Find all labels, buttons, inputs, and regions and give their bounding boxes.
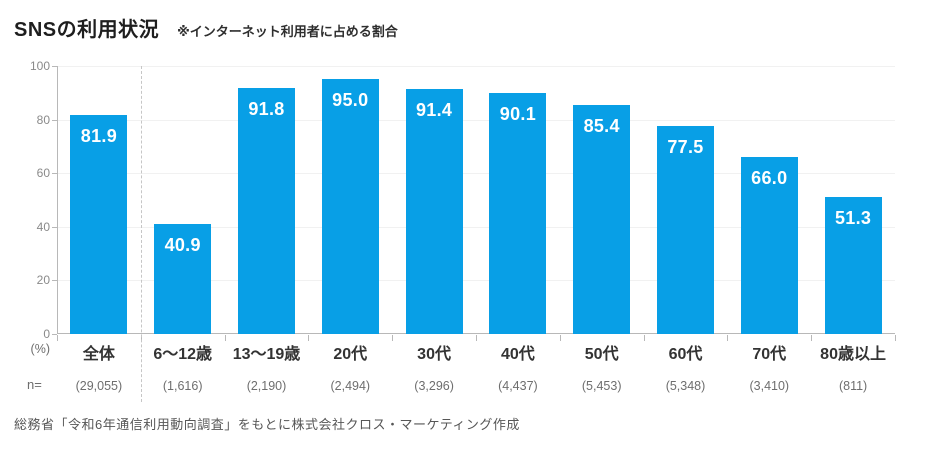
x-axis-tick-mark	[57, 335, 58, 341]
bar-value-label-30代: 91.4	[415, 100, 453, 120]
category-label-6〜12歳: 6〜12歳	[153, 346, 213, 363]
gridline-100	[58, 66, 895, 67]
y-axis-tick-label-0: 0	[43, 327, 50, 341]
x-axis-tick-mark	[392, 335, 394, 341]
y-axis-tick-mark	[52, 226, 57, 228]
n-value-50代: (5,453)	[581, 379, 622, 393]
n-value-40代: (4,437)	[498, 379, 538, 393]
bar-value-label-60代: 77.5	[667, 137, 704, 158]
y-axis-tick-label-40: 40	[36, 219, 50, 234]
bar-60代: 77.5	[657, 126, 714, 334]
bar-value-label-13〜19歳: 91.8	[248, 99, 285, 119]
y-axis-tick-label-60: 60	[36, 166, 50, 181]
n-row-label: n=	[27, 377, 42, 392]
bar-value-label-全体: 81.9	[80, 125, 117, 146]
category-label-80歳以上: 80歳以上	[820, 346, 886, 363]
n-value-70代: (3,410)	[749, 379, 790, 393]
y-axis-tick-label-80: 80	[36, 112, 50, 127]
y-axis-tick-mark	[52, 334, 57, 335]
bar-50代: 85.4	[573, 105, 631, 334]
category-label-50代: 50代	[584, 346, 619, 363]
overall-vs-age-separator	[140, 66, 142, 402]
bar-value-label-6〜12歳: 40.9	[164, 235, 201, 256]
category-label-60代: 60代	[668, 346, 703, 363]
bar-value-label-20代: 95.0	[332, 90, 369, 111]
gridline-40	[58, 226, 895, 228]
bar-6〜12歳: 40.9	[154, 224, 212, 334]
bar-value-label-50代: 85.4	[583, 116, 620, 137]
chart-subtitle: ※インターネット利用者に占める割合	[177, 24, 398, 39]
category-label-70代: 70代	[752, 346, 787, 363]
category-label-30代: 30代	[417, 346, 451, 363]
bar-70代: 66.0	[740, 157, 798, 334]
gridline-80	[58, 119, 895, 121]
y-axis-tick-mark	[52, 119, 57, 121]
category-label-20代: 20代	[333, 346, 368, 363]
y-axis-tick-mark	[52, 280, 57, 282]
n-value-6〜12歳: (1,616)	[162, 379, 203, 393]
bar-value-label-80歳以上: 51.3	[834, 207, 872, 228]
n-value-80歳以上: (811)	[838, 379, 868, 393]
n-value-60代: (5,348)	[665, 379, 706, 393]
bar-全体: 81.9	[70, 114, 128, 334]
n-value-13〜19歳: (2,190)	[246, 379, 287, 393]
x-axis-tick-mark	[559, 335, 561, 341]
source-note: 総務省「令和6年通信利用動向調査」をもとに株式会社クロス・マーケティング作成	[14, 417, 520, 432]
y-axis-tick-label-100: 100	[29, 59, 50, 73]
n-value-30代: (3,296)	[414, 379, 454, 393]
x-axis-tick-mark	[643, 335, 645, 341]
y-axis-tick-label-20: 20	[36, 273, 50, 288]
y-axis-unit-label: (%)	[30, 342, 50, 356]
chart-header: SNSの利用状況 ※インターネット利用者に占める割合	[14, 13, 398, 42]
y-axis-tick-mark	[52, 66, 57, 67]
x-axis-tick-mark	[811, 335, 813, 341]
bar-value-label-40代: 90.1	[499, 103, 536, 124]
gridline-20	[58, 280, 895, 282]
bar-13〜19歳: 91.8	[238, 88, 295, 334]
y-axis-tick-mark	[52, 173, 57, 175]
bar-30代: 91.4	[405, 89, 463, 334]
n-value-20代: (2,494)	[330, 379, 371, 393]
chart-title: SNSの利用状況	[14, 19, 160, 41]
gridline-60	[58, 173, 895, 175]
bar-80歳以上: 51.3	[824, 196, 882, 334]
x-axis-tick-mark	[308, 335, 310, 341]
category-label-13〜19歳: 13〜19歳	[232, 346, 301, 363]
x-axis-tick-mark	[895, 335, 896, 341]
category-label-40代: 40代	[500, 346, 535, 363]
x-axis-tick-mark	[224, 335, 226, 341]
x-axis-tick-mark	[476, 335, 477, 341]
n-value-全体: (29,055)	[75, 379, 123, 393]
bar-40代: 90.1	[489, 92, 547, 334]
bar-20代: 95.0	[321, 79, 379, 334]
x-axis-tick-mark	[727, 335, 729, 341]
category-label-全体: 全体	[82, 346, 115, 363]
bar-value-label-70代: 66.0	[751, 168, 788, 189]
plot-area	[57, 66, 895, 334]
